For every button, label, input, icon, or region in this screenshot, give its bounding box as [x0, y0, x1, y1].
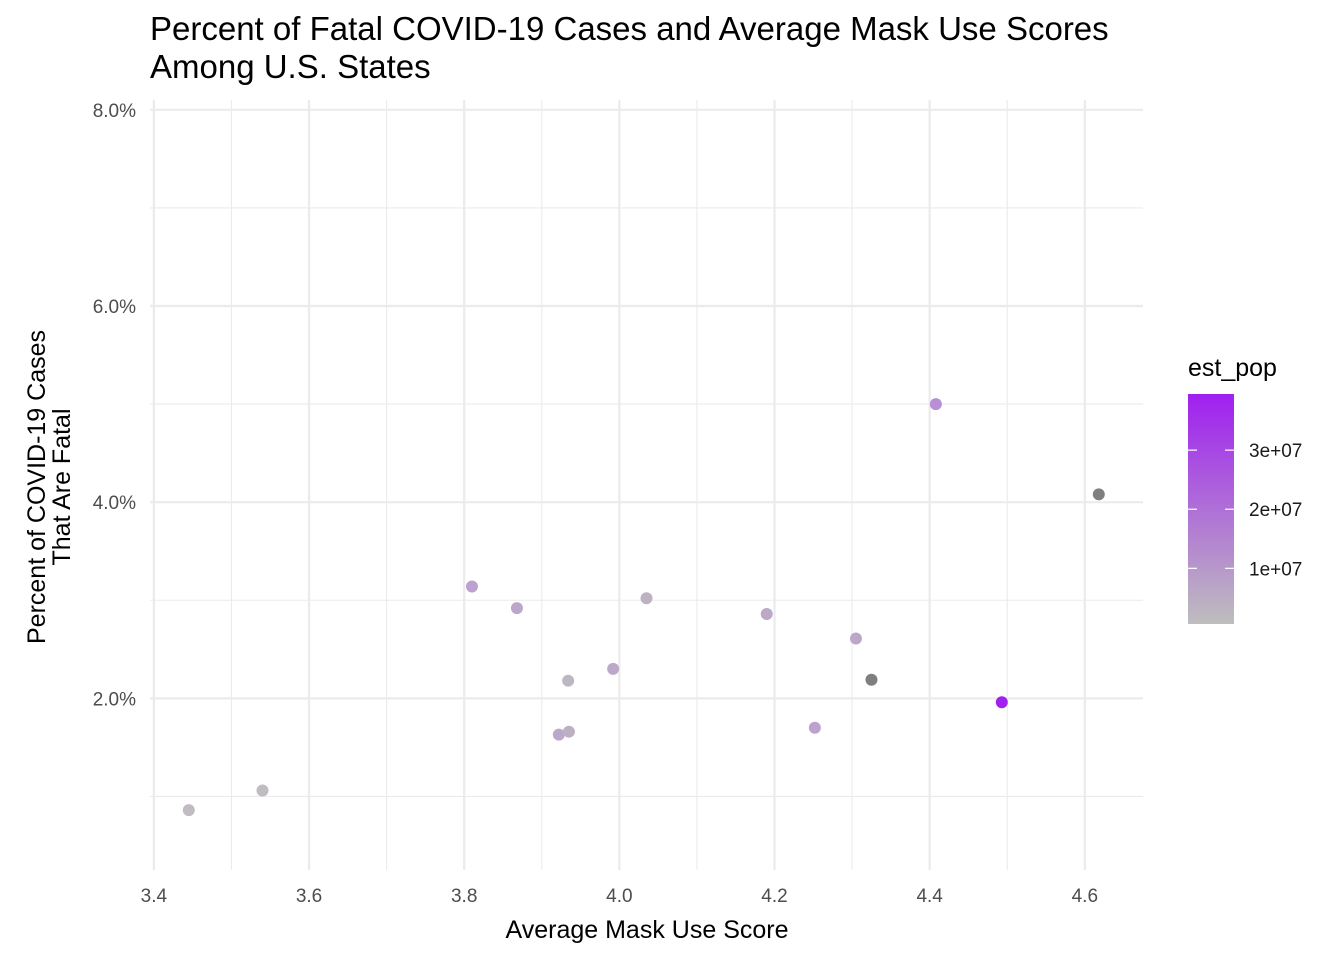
data-point [465, 580, 478, 593]
y-tick-label: 8.0% [93, 101, 136, 122]
chart-title-line-1: Percent of Fatal COVID-19 Cases and Aver… [150, 10, 1109, 47]
y-axis-ticks: 2.0% 4.0% 6.0% 8.0% [93, 101, 136, 711]
x-tick-label: 4.6 [1072, 886, 1098, 907]
x-tick-label: 3.4 [141, 886, 168, 907]
y-tick-label: 2.0% [93, 689, 136, 710]
legend-tick-label: 2e+07 [1249, 500, 1302, 521]
legend-tick-label: 1e+07 [1249, 559, 1302, 580]
legend-ticks: 1e+07 2e+07 3e+07 [1188, 441, 1302, 580]
data-point [995, 696, 1008, 709]
data-point [256, 784, 269, 797]
data-point [182, 804, 195, 817]
data-point [562, 725, 575, 738]
y-axis-title-line-2: That Are Fatal [48, 408, 76, 565]
data-point [640, 592, 653, 605]
legend-tick-label: 3e+07 [1249, 441, 1302, 462]
data-point [552, 728, 565, 741]
data-point [1092, 488, 1105, 501]
x-axis-title: Average Mask Use Score [506, 916, 789, 944]
legend-title: est_pop [1188, 354, 1277, 382]
y-tick-label: 6.0% [93, 297, 136, 318]
data-point [607, 662, 620, 675]
x-tick-label: 4.2 [761, 886, 787, 907]
data-point [760, 607, 773, 620]
y-tick-label: 4.0% [93, 493, 136, 514]
y-axis-title-line-1: Percent of COVID-19 Cases [23, 330, 51, 644]
x-tick-label: 3.8 [451, 886, 477, 907]
grid-lines [150, 100, 1143, 870]
data-point [849, 632, 862, 645]
x-axis-ticks: 3.4 3.6 3.8 4.0 4.2 4.4 4.6 [141, 886, 1098, 907]
chart-title-line-2: Among U.S. States [150, 48, 431, 85]
data-point [510, 602, 523, 615]
x-tick-label: 4.4 [916, 886, 943, 907]
data-point [929, 398, 942, 411]
x-tick-label: 4.0 [606, 886, 632, 907]
data-points [182, 398, 1105, 817]
chart-title: Percent of Fatal COVID-19 Cases and Aver… [150, 10, 1109, 86]
legend: est_pop 1e+07 2e+07 3e+07 [1188, 354, 1302, 624]
y-axis-title: Percent of COVID-19 Cases That Are Fatal [23, 330, 76, 644]
data-point [562, 674, 575, 687]
data-point [808, 721, 821, 734]
data-point [865, 673, 878, 686]
x-tick-label: 3.6 [296, 886, 322, 907]
